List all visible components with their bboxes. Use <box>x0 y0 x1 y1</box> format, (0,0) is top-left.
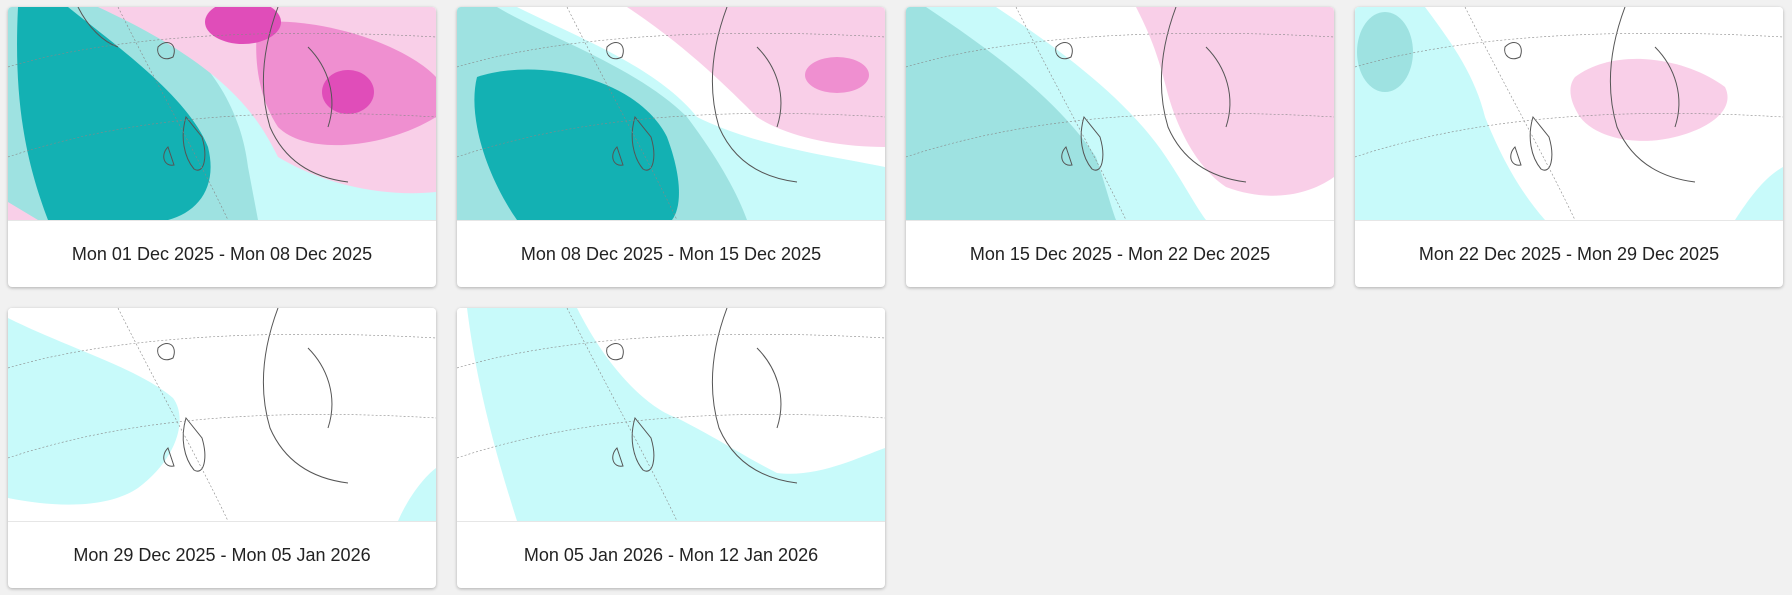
date-range-label: Mon 01 Dec 2025 - Mon 08 Dec 2025 <box>8 220 436 287</box>
forecast-card[interactable]: Mon 22 Dec 2025 - Mon 29 Dec 2025 <box>1355 7 1783 287</box>
anomaly-map <box>8 308 436 521</box>
anomaly-map <box>457 7 885 220</box>
forecast-card[interactable]: Mon 01 Dec 2025 - Mon 08 Dec 2025 <box>8 7 436 287</box>
date-range-label: Mon 29 Dec 2025 - Mon 05 Jan 2026 <box>8 521 436 588</box>
date-range-label: Mon 15 Dec 2025 - Mon 22 Dec 2025 <box>906 220 1334 287</box>
anomaly-map <box>1355 7 1783 220</box>
anomaly-map <box>457 308 885 521</box>
forecast-card[interactable]: Mon 08 Dec 2025 - Mon 15 Dec 2025 <box>457 7 885 287</box>
forecast-card[interactable]: Mon 29 Dec 2025 - Mon 05 Jan 2026 <box>8 308 436 588</box>
anomaly-map <box>906 7 1334 220</box>
anomaly-map <box>8 7 436 220</box>
forecast-card[interactable]: Mon 05 Jan 2026 - Mon 12 Jan 2026 <box>457 308 885 588</box>
date-range-label: Mon 05 Jan 2026 - Mon 12 Jan 2026 <box>457 521 885 588</box>
forecast-card[interactable]: Mon 15 Dec 2025 - Mon 22 Dec 2025 <box>906 7 1334 287</box>
date-range-label: Mon 08 Dec 2025 - Mon 15 Dec 2025 <box>457 220 885 287</box>
date-range-label: Mon 22 Dec 2025 - Mon 29 Dec 2025 <box>1355 220 1783 287</box>
